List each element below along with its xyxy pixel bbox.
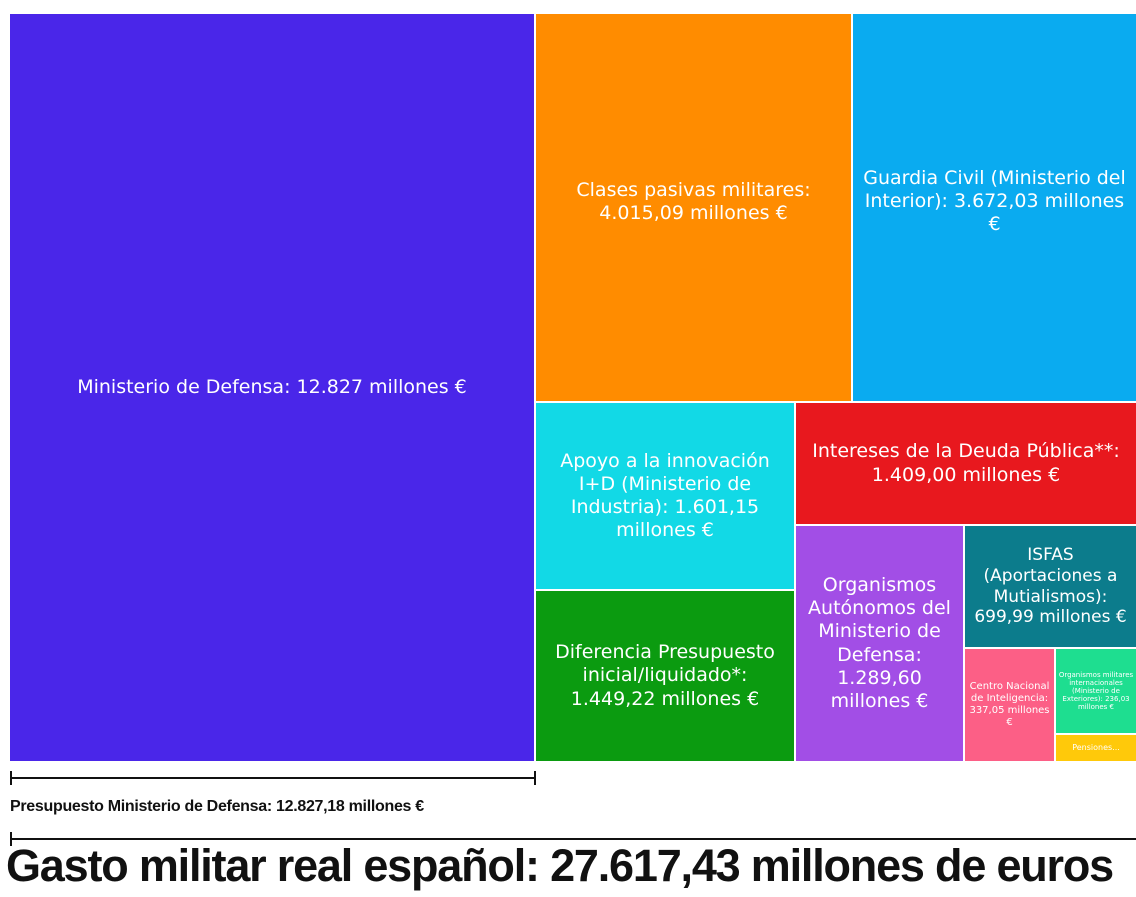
tile-isfas: ISFAS (Aportaciones a Mutialismos): 699,… <box>965 526 1136 647</box>
tile-clases-pasivas: Clases pasivas militares: 4.015,09 millo… <box>536 14 851 401</box>
tile-diferencia-presupuesto: Diferencia Presupuesto inicial/liquidado… <box>536 591 794 761</box>
tile-label: Ministerio de Defensa: 12.827 millones € <box>77 375 467 398</box>
chart-title: Gasto militar real español: 27.617,43 mi… <box>6 840 1114 891</box>
bracket-label: Presupuesto Ministerio de Defensa: 12.82… <box>10 798 424 815</box>
tile-label: Organismos Autónomos del Ministerio de D… <box>808 573 951 712</box>
bracket-right-tick <box>534 771 536 785</box>
tile-label: Apoyo a la innovación I+D (Ministerio de… <box>560 449 770 542</box>
tile-ministerio-defensa: Ministerio de Defensa: 12.827 millones € <box>10 14 534 761</box>
tile-label: Diferencia Presupuesto inicial/liquidado… <box>555 641 775 710</box>
tile-label: Intereses de la Deuda Pública**: 1.409,0… <box>812 440 1120 486</box>
tile-intereses-deuda: Intereses de la Deuda Pública**: 1.409,0… <box>796 403 1136 524</box>
tile-label: Pensiones... <box>1072 743 1120 753</box>
tile-label: Centro Nacional de Inteligencia: 337,05 … <box>969 680 1050 729</box>
tile-organismos-internacionales: Organismos militares internacionales (Mi… <box>1056 649 1136 733</box>
tile-label: Clases pasivas militares: 4.015,09 millo… <box>576 179 811 225</box>
tile-organismos-autonomos: Organismos Autónomos del Ministerio de D… <box>796 526 963 761</box>
tile-cni: Centro Nacional de Inteligencia: 337,05 … <box>965 649 1054 761</box>
tile-innovacion-id: Apoyo a la innovación I+D (Ministerio de… <box>536 403 794 589</box>
tile-guardia-civil: Guardia Civil (Ministerio del Interior):… <box>853 14 1136 401</box>
tile-label: ISFAS (Aportaciones a Mutialismos): 699,… <box>974 545 1127 628</box>
total-bracket <box>10 838 1136 840</box>
tile-label: Guardia Civil (Ministerio del Interior):… <box>863 167 1126 236</box>
defensa-budget-bracket <box>10 777 536 779</box>
tile-label: Organismos militares internacionales (Mi… <box>1058 670 1134 712</box>
tile-pensiones: Pensiones... <box>1056 735 1136 761</box>
